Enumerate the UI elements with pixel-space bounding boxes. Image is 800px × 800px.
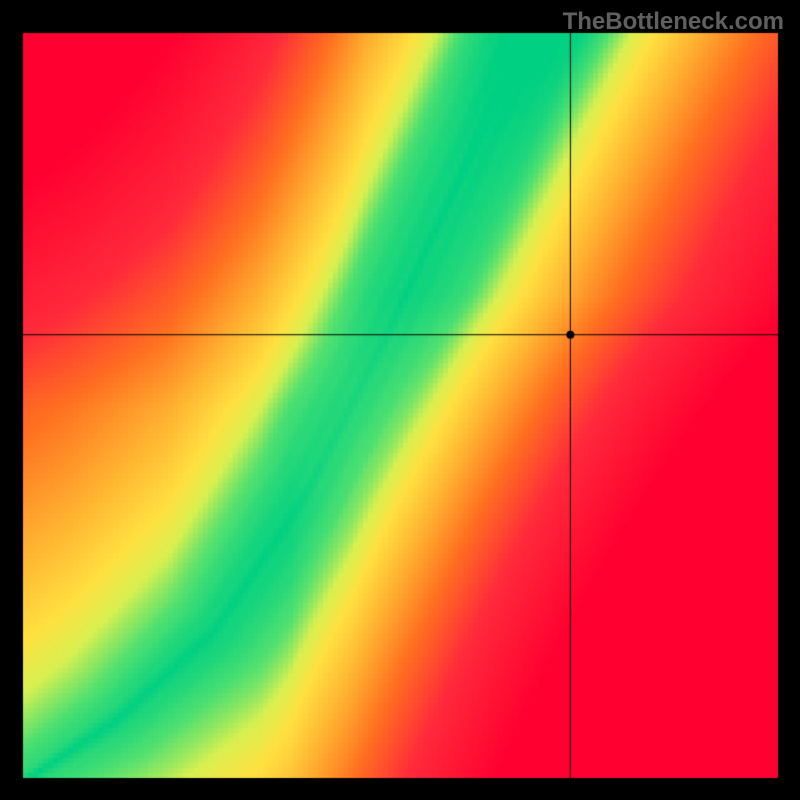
bottleneck-heatmap bbox=[0, 0, 800, 800]
chart-container: TheBottleneck.com bbox=[0, 0, 800, 800]
watermark-text: TheBottleneck.com bbox=[563, 8, 784, 36]
